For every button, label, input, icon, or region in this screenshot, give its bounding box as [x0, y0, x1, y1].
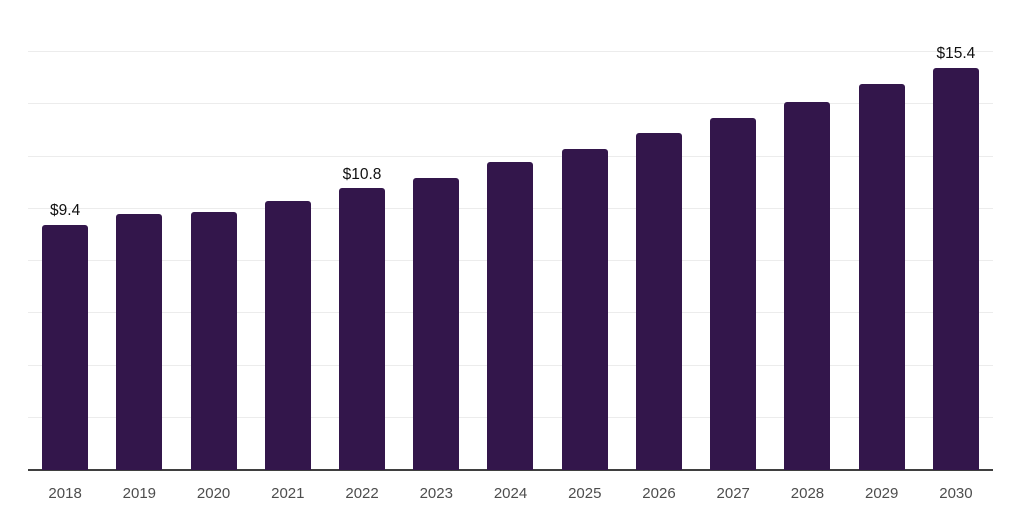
x-tick-label-2019: 2019 [122, 485, 157, 502]
bar-slot [473, 0, 547, 470]
x-tick-label-2028: 2028 [790, 485, 825, 502]
x-tick-label-2024: 2024 [493, 485, 528, 502]
bar-slot [770, 0, 844, 470]
bar-2027 [710, 117, 757, 470]
x-tick-label-2018: 2018 [48, 485, 82, 502]
x-tick-label-2022: 2022 [345, 485, 379, 502]
gridline [28, 103, 993, 105]
bar-slot [176, 0, 250, 470]
bar-slot [102, 0, 176, 470]
x-axis-line [28, 469, 993, 471]
bar-slot [696, 0, 770, 470]
x-axis-labels: 2018 2019 2020 2021 2022 2023 2024 2025 2026 2027… [28, 484, 993, 504]
bar-2028 [784, 101, 831, 470]
gridline [28, 155, 993, 157]
x-tick-label-2029: 2029 [865, 485, 899, 502]
bar-2023 [413, 177, 460, 470]
bar-2025 [561, 148, 608, 470]
x-tick-label-2021: 2021 [271, 485, 305, 502]
bar-2029 [858, 83, 905, 470]
bar-slot [845, 0, 919, 470]
bar-2030 [932, 67, 979, 470]
bar-slot [399, 0, 473, 470]
bar-slot: $9.4 [28, 0, 102, 470]
bar-2020 [190, 211, 237, 470]
bar-value-label-2022: $10.8 [342, 165, 382, 183]
bar-value-label-2018: $9.4 [50, 202, 81, 220]
bar-slot [548, 0, 622, 470]
bar-2024 [487, 161, 534, 470]
plot-area: $9.4 $10.8 $15.4 [28, 0, 993, 471]
bar-2021 [264, 201, 311, 470]
x-tick-label-2023: 2023 [419, 485, 453, 502]
x-tick-label-2025: 2025 [568, 485, 602, 502]
bar-slot [251, 0, 325, 470]
bar-2019 [116, 214, 163, 470]
bar-slot [622, 0, 696, 470]
bar-slot: $15.4 [919, 0, 993, 470]
bar-2018 [42, 224, 89, 470]
x-tick-label-2026: 2026 [642, 485, 676, 502]
gridline [28, 51, 993, 53]
bar-2026 [635, 133, 682, 470]
bar-2022 [339, 188, 386, 470]
bar-value-label-2030: $15.4 [936, 45, 976, 63]
bar-slot: $10.8 [325, 0, 399, 470]
x-tick-label-2027: 2027 [716, 485, 750, 502]
x-tick-label-2020: 2020 [196, 485, 231, 502]
x-tick-label-2030: 2030 [939, 485, 973, 502]
